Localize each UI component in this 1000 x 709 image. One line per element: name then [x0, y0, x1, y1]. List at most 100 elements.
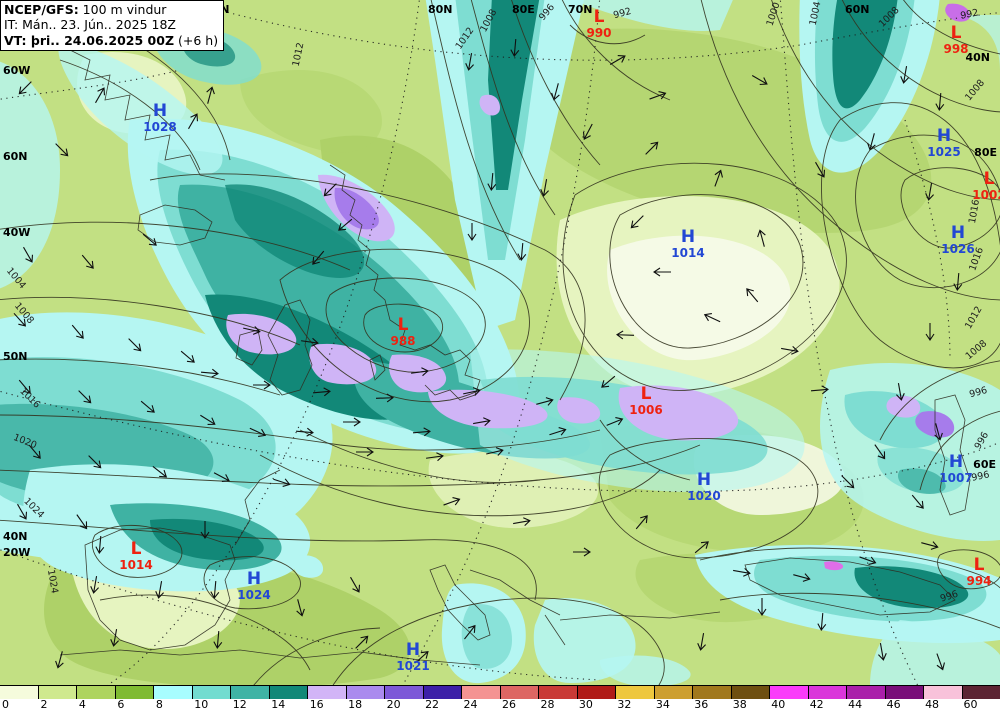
- colorbar-segment: [693, 686, 732, 699]
- colorbar-tick-label: 48: [925, 698, 940, 709]
- colorbar-tick-label: 26: [502, 698, 516, 709]
- wind-arrow: [793, 573, 811, 582]
- wind-arrow: [896, 383, 905, 401]
- valid-time-line: VT: þri.. 24.06.2025 00Z (+6 h): [4, 32, 219, 48]
- colorbar-segment: [962, 686, 1000, 699]
- pressure-value: 1024: [237, 588, 270, 602]
- wind-arrow: [486, 447, 504, 456]
- isobar-label: 996: [939, 589, 960, 605]
- isobar-lines: [0, 0, 1000, 685]
- wind-arrow: [443, 497, 461, 506]
- wind-arrow: [874, 444, 886, 460]
- wind-speed-colorbar: 0 2 4 6 8 10 12 14 16 18 20 22 24 26 28 30 32 34 36 38 40 42 4…: [0, 685, 1000, 709]
- wind-arrow: [694, 541, 709, 554]
- isobar-label: 992: [959, 7, 979, 22]
- wind-arrow: [140, 400, 155, 413]
- wind-arrow: [934, 423, 943, 441]
- wind-arrow: [180, 350, 195, 363]
- wind-arrow: [925, 183, 934, 201]
- colorbar-tick-label: 32: [617, 698, 632, 709]
- wind-arrow: [414, 650, 429, 664]
- wind-arrow: [630, 215, 644, 229]
- pressure-value: 1002: [972, 188, 1000, 202]
- wind-arrow: [936, 653, 945, 671]
- colorbar-segment: [770, 686, 809, 699]
- colorbar-segment: [539, 686, 578, 699]
- wind-arrows-layer: [13, 38, 963, 671]
- wind-arrow: [757, 598, 767, 616]
- wind-arrow: [935, 92, 945, 111]
- colorbar-segment: [115, 686, 154, 699]
- wind-arrow: [55, 143, 69, 157]
- colorbar-tick-label: 38: [732, 698, 747, 709]
- graticule-label: 80E: [512, 3, 535, 16]
- wind-arrow: [540, 179, 549, 197]
- colorbar-segment: [385, 686, 424, 699]
- graticule-label: 80N: [428, 3, 453, 16]
- wind-arrow: [210, 580, 220, 599]
- wind-arrow: [714, 169, 723, 187]
- wind-arrow: [78, 390, 92, 404]
- colorbar-segment: [192, 686, 231, 699]
- pressure-letter: H: [697, 470, 711, 490]
- model-title-line: NCEP/GFS: 100 m vindur: [4, 2, 167, 17]
- pressure-value: 988: [390, 334, 415, 348]
- wind-arrow: [338, 218, 353, 231]
- colorbar-tick-label: 8: [155, 698, 163, 709]
- wind-arrow: [815, 161, 826, 178]
- colorbar-segment: [77, 686, 116, 699]
- colorbar-tick-label: 60: [963, 698, 978, 709]
- wind-arrow: [616, 330, 635, 340]
- wind-arrow: [878, 643, 887, 661]
- wind-arrow: [296, 599, 305, 617]
- wind-arrow: [295, 427, 314, 437]
- wind-arrow: [487, 172, 497, 191]
- graticule-label: 40N: [3, 530, 28, 543]
- wind-arrow: [859, 556, 877, 565]
- wind-arrow: [645, 141, 659, 155]
- colorbar-tick-label: 2: [40, 698, 48, 709]
- graticule-label: 80E: [974, 146, 997, 159]
- pressure-value: 1028: [143, 120, 176, 134]
- wind-arrow: [95, 535, 105, 554]
- colorbar-segment: [38, 686, 77, 699]
- wind-arrow: [953, 272, 963, 291]
- wind-arrow: [653, 267, 671, 277]
- colorbar-tick-label: 44: [848, 698, 863, 709]
- colorbar-tick-label: 28: [540, 698, 555, 709]
- colorbar-segment: [654, 686, 693, 699]
- pressure-value: 1025: [927, 145, 960, 159]
- colorbar-tick-label: 40: [771, 698, 786, 709]
- wind-arrow: [95, 87, 106, 104]
- wind-arrow: [213, 472, 230, 483]
- pressure-value: 994: [966, 574, 991, 588]
- pressure-letter: H: [153, 101, 167, 121]
- graticule-dotted-lines: [0, 0, 1000, 685]
- map-area: 1012 1012 1008 996 992 1000 1004 1008 992 1004 100…: [0, 0, 1000, 685]
- colorbar-segment: [500, 686, 539, 699]
- wind-arrow: [582, 123, 593, 140]
- wind-arrow: [463, 387, 481, 396]
- wind-arrow: [213, 630, 223, 649]
- wind-arrow: [549, 427, 567, 436]
- colorbar-segment: [462, 686, 501, 699]
- wind-arrow: [925, 323, 935, 341]
- colorbar-segment: [423, 686, 462, 699]
- pressure-value: 1014: [119, 558, 152, 572]
- colorbar-tick-label: 34: [655, 698, 670, 709]
- wind-arrow: [200, 521, 210, 539]
- pressure-letter: H: [949, 452, 963, 472]
- pressure-value: 1007: [939, 471, 972, 485]
